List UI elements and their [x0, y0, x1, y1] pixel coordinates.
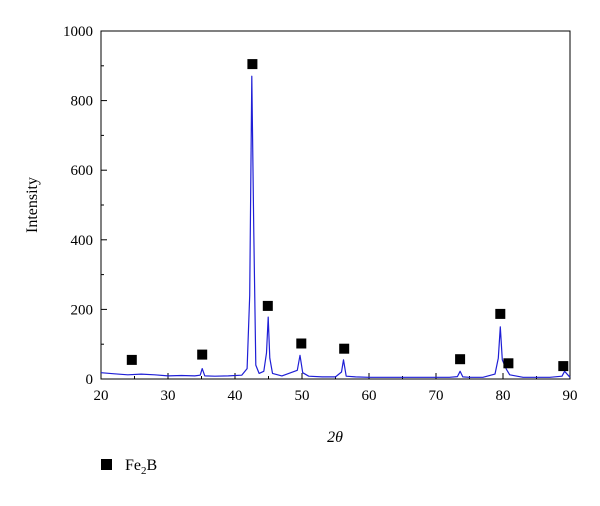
- x-tick-label: 50: [295, 388, 310, 404]
- x-tick-label: 20: [94, 388, 109, 404]
- fe2b-peak-marker: [503, 358, 514, 369]
- marker-layer: [126, 59, 569, 372]
- x-tick-label: 90: [563, 388, 578, 404]
- axes-frame: [100, 30, 571, 380]
- fe2b-peak-marker: [558, 361, 569, 372]
- y-tick-label: 1000: [63, 24, 93, 40]
- x-tick-label: 40: [228, 388, 243, 404]
- axis-ticks: [100, 30, 571, 380]
- fe2b-peak-marker: [495, 308, 506, 319]
- fe2b-peak-marker: [262, 300, 273, 311]
- legend-label-main: Fe: [125, 457, 141, 474]
- y-tick-label: 800: [71, 94, 94, 110]
- y-tick-label: 0: [86, 372, 94, 388]
- y-tick-label: 400: [71, 233, 94, 249]
- legend-label: Fe2B: [125, 457, 157, 477]
- x-tick-label: 60: [362, 388, 377, 404]
- fe2b-peak-marker: [296, 338, 307, 349]
- fe2b-peak-marker: [247, 59, 258, 70]
- fe2b-peak-marker: [126, 354, 137, 365]
- tick-labels: 20 30 40 50 60 70 80 90 0 200 400 600 800 1000: [63, 24, 578, 404]
- fe2b-peak-marker: [455, 354, 466, 365]
- x-axis-label: 2θ: [327, 429, 343, 446]
- x-tick-label: 30: [161, 388, 176, 404]
- x-tick-label: 80: [496, 388, 511, 404]
- fe2b-peak-marker: [339, 343, 350, 354]
- legend-marker: [101, 459, 112, 470]
- y-tick-label: 600: [71, 163, 94, 179]
- legend-label-sub: 2: [141, 465, 147, 477]
- y-tick-label: 200: [71, 302, 94, 318]
- xrd-pattern-line: [100, 75, 571, 378]
- y-axis-label: Intensity: [24, 177, 41, 233]
- plot-frame: [100, 30, 571, 380]
- legend: Fe2B: [101, 457, 157, 477]
- x-tick-label: 70: [429, 388, 444, 404]
- series-layer: [100, 75, 571, 378]
- legend-label-end: B: [147, 457, 158, 474]
- fe2b-peak-marker: [197, 349, 208, 360]
